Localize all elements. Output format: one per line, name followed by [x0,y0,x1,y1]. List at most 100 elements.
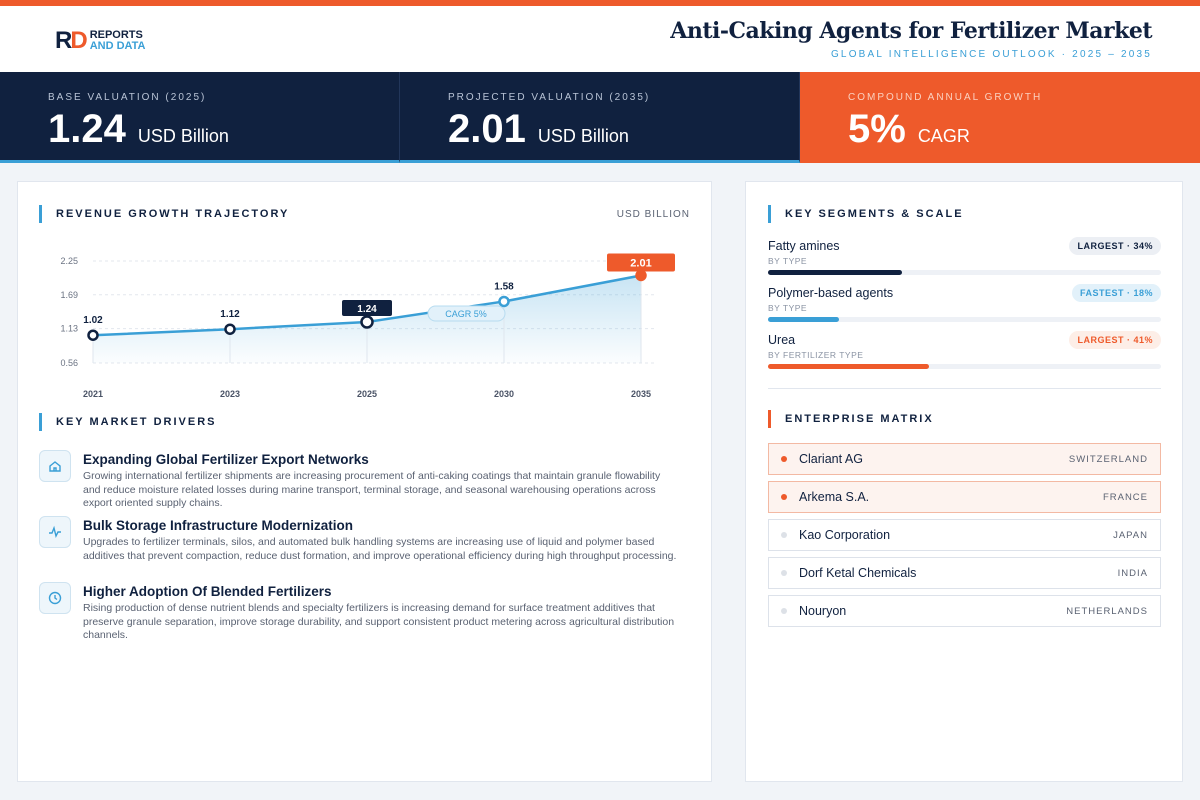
enterprise-row: Clariant AG SWITZERLAND [768,443,1161,475]
enterprise-name: Dorf Ketal Chemicals [799,566,917,580]
enterprise-country: FRANCE [1102,491,1148,503]
page-title: Anti-Caking Agents for Fertilizer Market [670,18,1152,44]
divider [768,388,1161,389]
kpi-value-row: 5% CAGR [848,107,1200,152]
kpi-unit: USD Billion [537,126,629,146]
segment-bar [768,317,839,322]
icon [48,591,62,605]
header [0,6,1200,72]
driver-title: Bulk Storage Infrastructure Modernizatio… [83,518,354,533]
x-tick-label: 2035 [631,389,651,399]
kpi-value-row: 1.24 USD Billion [48,107,399,152]
segment-badge: LARGEST · 34% [1069,237,1161,255]
kpi-value: 2.01 [448,107,526,151]
logo-text: AND DATA [89,40,146,52]
point [87,329,99,341]
enterprise-row: Arkema S.A. FRANCE [768,481,1161,513]
y-tick-label: 1.13 [60,324,78,334]
icon [49,461,61,472]
driver-title: Expanding Global Fertilizer Export Netwo… [83,452,369,467]
enterprise-dot [781,494,787,500]
driver-text: Upgrades to fertilizer terminals, silos,… [83,536,677,562]
x-tick-label: 2025 [357,389,377,399]
point [224,323,236,335]
driver: Expanding Global Fertilizer Export Netwo… [39,450,679,511]
driver-text: Rising production of dense nutrient blen… [83,602,675,641]
enterprise-name: Nouryon [799,604,847,618]
segment-badge: LARGEST · 41% [1069,331,1161,349]
section-title: REVENUE GROWTH TRAJECTORY [39,205,289,223]
segment-group: BY FERTILIZER TYPE [768,350,864,360]
section-title: ENTERPRISE MATRIX [768,410,934,428]
y-tick-label: 1.69 [60,290,78,300]
segment-track [768,317,1161,322]
point [360,315,374,329]
enterprise-name: Kao Corporation [799,528,891,542]
kpi-unit: USD Billion [137,126,229,146]
driver-icon [39,516,71,548]
enterprise-dot [781,570,787,576]
kpi-label: BASE VALUATION (2025) [48,92,207,103]
driver-body: Higher Adoption Of Blended Fertilizers Ri… [83,582,679,643]
enterprise-dot [781,456,787,462]
segment-bar [768,270,902,275]
segment: Fatty amines BY TYPE LARGEST · 34% [768,237,1161,275]
driver-body: Bulk Storage Infrastructure Modernizatio… [83,516,679,563]
enterprise-country: INDIA [1117,567,1148,579]
kpi-value: 5% [848,107,906,151]
enterprise-dot [781,608,787,614]
logo: RD REPORTS AND DATA [55,27,146,54]
unit-label: USD BILLION [616,209,690,220]
driver-text: Growing international fertilizer shipmen… [83,470,661,509]
value-badge [342,299,392,316]
segment: Polymer-based agents BY TYPE FASTEST · 18% [768,284,1161,322]
segment-group: BY TYPE [768,303,808,313]
annotation: CAGR 5% [445,309,487,319]
enterprise-dot [781,532,787,538]
logo-text: REPORTS [89,29,143,41]
enterprise-row: Kao Corporation JAPAN [768,519,1161,551]
annotation-pill [427,305,506,322]
chart: 0.56 1.13 1.69 2.25 1.02 2021 1.12 2023 1.24 2025… [60,253,675,399]
driver: Bulk Storage Infrastructure Modernizatio… [39,516,679,563]
section-title: KEY MARKET DRIVERS [39,413,216,431]
x-tick-label: 2030 [494,389,514,399]
enterprise-country: JAPAN [1113,529,1148,541]
kpi-card: BASE VALUATION (2025) 1.24 USD Billion [0,72,400,163]
kpi-unit: CAGR [917,126,970,146]
left-card [17,181,712,782]
segment-badge: FASTEST · 18% [1071,284,1161,302]
driver-icon [39,582,71,614]
top-bar [0,0,1200,6]
segment-track [768,270,1161,275]
x-tick-label: 2023 [220,389,240,399]
segment-track [768,364,1161,369]
value-label: 2.01 [630,257,651,269]
y-tick-label: 0.56 [60,358,78,368]
segment-bar [768,364,930,369]
section-title: KEY SEGMENTS & SCALE [768,205,964,223]
segment-name: Urea [768,333,796,347]
driver: Higher Adoption Of Blended Fertilizers Ri… [39,582,679,643]
value-label: 1.24 [357,304,377,315]
value-label: 1.58 [494,281,514,292]
x-tick-label: 2021 [83,389,103,399]
point [635,269,647,282]
value-label: 1.12 [220,309,240,320]
segment: Urea BY FERTILIZER TYPE LARGEST · 41% [768,331,1161,369]
value-label: 1.02 [83,315,103,326]
enterprise-row: Dorf Ketal Chemicals INDIA [768,557,1161,589]
point [498,295,510,308]
kpi-card: PROJECTED VALUATION (2035) 2.01 USD Billio… [400,72,800,163]
driver-title: Higher Adoption Of Blended Fertilizers [83,584,332,599]
driver-icon [39,450,71,482]
enterprise-country: NETHERLANDS [1066,605,1148,617]
kpi-label: PROJECTED VALUATION (2035) [448,92,651,103]
kpi-label: COMPOUND ANNUAL GROWTH [848,92,1043,103]
kpi-value-row: 2.01 USD Billion [448,107,799,152]
enterprise-name: Arkema S.A. [799,490,870,504]
enterprise-row: Nouryon NETHERLANDS [768,595,1161,627]
enterprise-country: SWITZERLAND [1068,453,1148,465]
kpi-card: COMPOUND ANNUAL GROWTH 5% CAGR [800,72,1200,163]
